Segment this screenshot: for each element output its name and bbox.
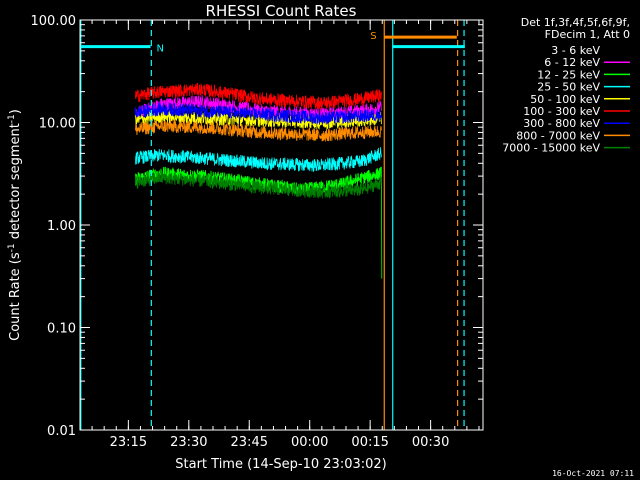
series-line [134, 155, 383, 328]
legend-label: 25 - 50 keV [537, 81, 600, 94]
series-line [134, 94, 382, 121]
legend-header-line-1: Det 1f,3f,4f,5f,6f,9f, [521, 16, 630, 29]
legend-label: 800 - 7000 keV [516, 129, 600, 142]
y-axis-label-part-2: detector segment [8, 123, 23, 243]
x-axis-label: Start Time (14-Sep-10 23:03:02) [175, 457, 386, 472]
legend-label: 3 - 6 keV [551, 44, 600, 57]
flag-label-n: N [157, 44, 164, 55]
legend-label: 6 - 12 keV [544, 56, 600, 69]
axes-layer: 0.01 0.10 1.00 10.00 100.00 23:15 23:30 23:45 00… [31, 14, 483, 450]
series-line [134, 82, 382, 110]
series-line [134, 147, 382, 173]
series-layer [134, 82, 383, 328]
x-tick-label: 00:30 [412, 435, 449, 450]
series-line [134, 119, 382, 142]
legend-header-line-2: FDecim 1, Att 0 [545, 28, 630, 41]
x-tick-label: 23:15 [110, 435, 147, 450]
y-axis-label: Count Rate (s-1 detector segment-1) [7, 109, 23, 341]
x-tick-label: 23:45 [231, 435, 268, 450]
x-tick-label: 23:30 [170, 435, 207, 450]
y-tick-label: 0.10 [47, 322, 76, 337]
y-tick-label: 100.00 [31, 14, 77, 29]
overlay-layer: NS [80, 20, 465, 430]
chart-title: RHESSI Count Rates [206, 2, 357, 20]
y-axis-label-sup-1: -1 [7, 243, 17, 252]
y-tick-label: 10.00 [39, 117, 76, 132]
legend-label: 12 - 25 keV [537, 68, 600, 81]
y-axis-label-sup-2: -1 [7, 114, 17, 123]
flag-label-s: S [370, 31, 376, 42]
footer-timestamp: 16-Oct-2021 07:11 [552, 469, 634, 478]
y-axis-label-part-1: Count Rate (s [8, 252, 23, 341]
x-tick-label: 00:00 [291, 435, 328, 450]
x-tick-label: 00:15 [351, 435, 388, 450]
legend-label: 100 - 300 keV [523, 105, 600, 118]
series-line [134, 101, 382, 125]
y-tick-label: 0.01 [47, 424, 76, 439]
y-axis-label-part-3: ) [8, 109, 23, 114]
plot-frame [79, 19, 484, 431]
legend-label: 7000 - 15000 keV [502, 142, 600, 155]
y-tick-label: 1.00 [47, 219, 76, 234]
legend-label: 300 - 800 keV [523, 117, 600, 130]
legend-label: 50 - 100 keV [530, 93, 600, 106]
series-line [134, 171, 382, 199]
legend: Det 1f,3f,4f,5f,6f,9f, FDecim 1, Att 0 3… [502, 16, 630, 155]
